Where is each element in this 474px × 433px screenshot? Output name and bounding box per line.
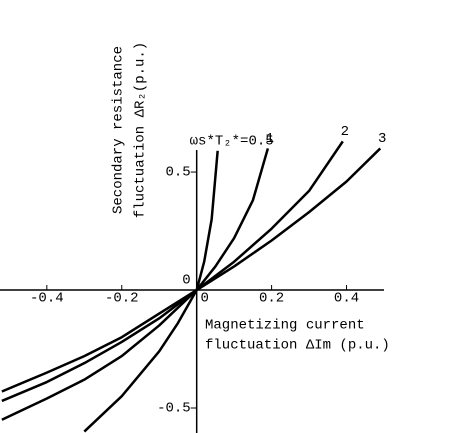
x-axis-title: fluctuation ΔIm (p.u.)	[205, 338, 390, 354]
curve-label: 2	[341, 124, 349, 140]
y-tick-label: -0.5	[157, 401, 191, 417]
y-axis-title: Secondary resistance	[111, 46, 127, 214]
x-tick-label: 0.4	[334, 291, 359, 307]
y-axis-title: fluctuation ΔR₂(p.u.)	[133, 42, 149, 218]
x-tick-label: -0.4	[30, 291, 64, 307]
curve	[1, 148, 270, 421]
curve	[1, 147, 382, 393]
curve-label: 3	[378, 131, 386, 147]
x-tick-label: 0	[200, 291, 208, 307]
curve	[83, 150, 219, 433]
y-tick-label: 0	[182, 273, 190, 289]
curve-label: 1	[266, 131, 274, 147]
x-tick-label: 0.2	[259, 291, 284, 307]
curve	[1, 140, 344, 403]
curve-label: ωs*T₂*=0.5	[190, 134, 274, 150]
x-tick-label: -0.2	[105, 291, 139, 307]
y-tick-label: 0.5	[165, 165, 190, 181]
x-axis-title: Magnetizing current	[205, 318, 365, 334]
